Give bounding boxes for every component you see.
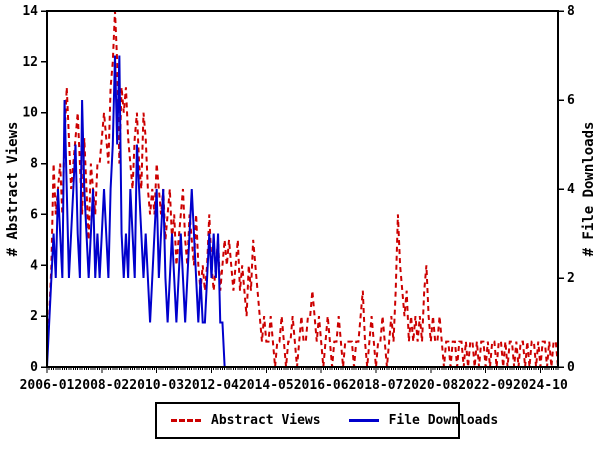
x-tick-label: 2024-10 [513,378,568,393]
series-line-abstract-views [46,10,559,368]
dashed-line-sample-icon [171,419,201,422]
y-right-tick-label: 6 [567,93,575,108]
y-left-tick-label: 0 [30,360,38,375]
solid-line-sample-icon [348,419,379,422]
x-tick-label: 2008-02 [74,378,129,393]
x-tick-label: 2012-04 [184,378,239,393]
y-left-tick-label: 14 [22,4,38,19]
y-left-tick-label: 8 [30,157,38,172]
y-right-tick-label: 4 [567,182,575,197]
x-tick-label: 2014-05 [239,378,294,393]
legend-item-file-downloads: File Downloads [348,413,499,428]
right-axis-title: # File Downloads [581,121,597,257]
y-right-tick-label: 2 [567,271,575,286]
y-right-tick-label: 8 [567,4,575,19]
legend: Abstract Views File Downloads [155,402,498,439]
x-tick-label: 2016-06 [294,378,349,393]
legend-item-abstract-views: Abstract Views [171,413,321,428]
x-tick-label: 2006-01 [20,378,75,393]
y-left-tick-label: 6 [30,207,38,222]
x-tick-label: 2020-08 [403,378,458,393]
y-left-tick-label: 2 [30,309,38,324]
x-tick-label: 2010-03 [129,378,184,393]
y-left-tick-label: 10 [22,106,38,121]
y-left-tick-label: 4 [30,258,38,273]
x-tick-label: 2018-07 [349,378,404,393]
plot-border [46,10,559,368]
y-left-tick-label: 12 [22,55,38,70]
legend-label-file-downloads: File Downloads [388,413,499,428]
legend-label-abstract-views: Abstract Views [211,413,321,428]
x-tick-label: 2022-09 [458,378,513,393]
left-axis-title: # Abstract Views [5,121,21,257]
y-right-tick-label: 0 [567,360,575,375]
